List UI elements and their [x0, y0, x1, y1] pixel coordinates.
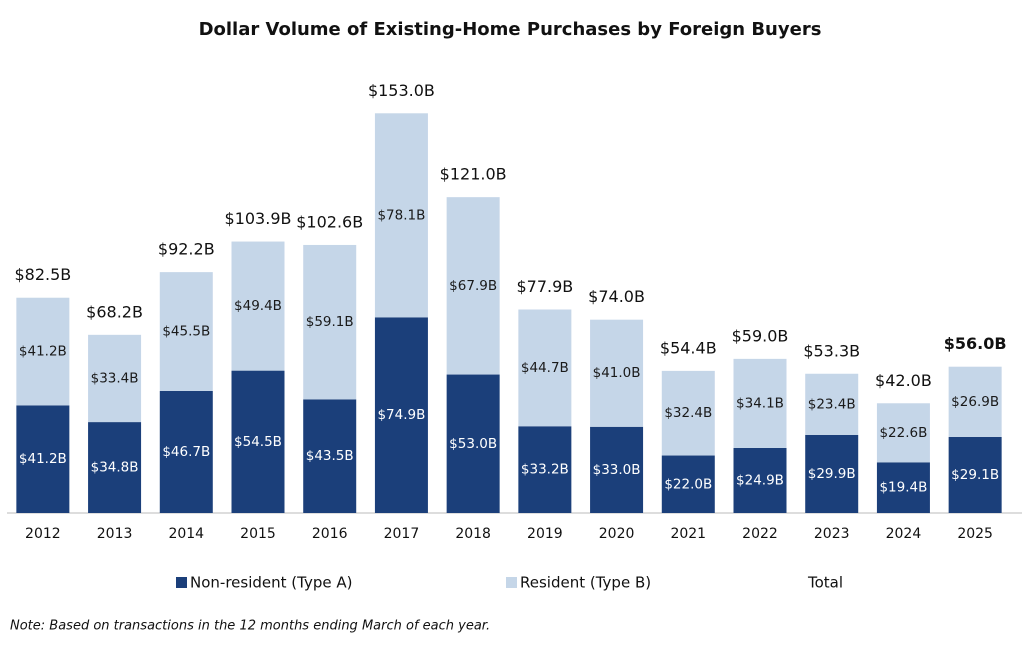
bar-segment — [661, 370, 715, 456]
legend-swatch — [506, 577, 517, 588]
segment-label: $26.9B — [951, 394, 999, 410]
segment-label: $29.1B — [951, 467, 999, 483]
bar-segment — [590, 426, 644, 513]
x-tick-label: 2015 — [240, 526, 276, 542]
bar-segment — [518, 426, 572, 513]
segment-label: $41.2B — [19, 344, 67, 360]
bar-segment — [303, 399, 357, 513]
bar-segment — [805, 434, 859, 513]
x-tick-label: 2012 — [25, 526, 61, 542]
segment-label: $32.4B — [664, 405, 712, 421]
segment-label: $59.1B — [306, 314, 354, 330]
segment-label: $41.0B — [593, 365, 641, 381]
segment-label: $78.1B — [377, 207, 425, 223]
segment-label: $23.4B — [808, 396, 856, 412]
total-label: $82.5B — [14, 265, 71, 284]
x-tick-label: 2013 — [97, 526, 133, 542]
total-label: $56.0B — [944, 334, 1007, 353]
x-tick-label: 2020 — [599, 526, 635, 542]
segment-label: $34.8B — [91, 460, 139, 476]
x-tick-label: 2014 — [168, 526, 204, 542]
bar-segment — [231, 370, 285, 513]
total-label: $121.0B — [440, 164, 507, 183]
bar-segment — [16, 297, 70, 406]
bar-segment — [733, 447, 787, 513]
bar-segment — [805, 373, 859, 435]
x-tick-label: 2021 — [670, 526, 706, 542]
total-label: $59.0B — [732, 326, 789, 345]
legend-label: Non-resident (Type A) — [190, 574, 352, 592]
bar-segment — [518, 309, 572, 427]
segment-label: $22.0B — [664, 476, 712, 492]
bar-segment — [733, 358, 787, 448]
x-tick-label: 2019 — [527, 526, 563, 542]
segment-label: $43.5B — [306, 448, 354, 464]
bar-segment — [876, 403, 930, 463]
bar-segment — [231, 241, 285, 371]
x-tick-label: 2018 — [455, 526, 491, 542]
x-tick-label: 2016 — [312, 526, 348, 542]
total-label: $103.9B — [225, 209, 292, 228]
segment-label: $34.1B — [736, 395, 784, 411]
bar-segment — [948, 436, 1002, 513]
segment-label: $49.4B — [234, 298, 282, 314]
bar-segment — [446, 374, 500, 513]
chart-title: Dollar Volume of Existing-Home Purchases… — [199, 19, 822, 40]
total-label: $53.3B — [803, 341, 860, 360]
segment-label: $67.9B — [449, 278, 497, 294]
x-tick-label: 2017 — [384, 526, 420, 542]
segment-label: $33.4B — [91, 370, 139, 386]
bar-segment — [88, 422, 142, 513]
segment-label: $19.4B — [879, 480, 927, 496]
segment-label: $33.2B — [521, 462, 569, 478]
segment-label: $53.0B — [449, 436, 497, 452]
bar-segment — [948, 366, 1002, 437]
total-label: $153.0B — [368, 81, 435, 100]
bar-segment — [374, 317, 428, 513]
segment-label: $24.9B — [736, 472, 784, 488]
total-label: $102.6B — [296, 212, 363, 231]
total-label: $42.0B — [875, 371, 932, 390]
segment-label: $54.5B — [234, 434, 282, 450]
x-tick-label: 2022 — [742, 526, 778, 542]
bar-segment — [16, 405, 70, 513]
bar-segment — [88, 334, 142, 423]
bar-segment — [159, 390, 213, 513]
total-label: $54.4B — [660, 338, 717, 357]
bar-segment — [374, 113, 428, 318]
segment-label: $41.2B — [19, 451, 67, 467]
total-label: $68.2B — [86, 302, 143, 321]
segment-label: $22.6B — [879, 425, 927, 441]
bar-segment — [590, 319, 644, 427]
note: Note: Based on transactions in the 12 mo… — [10, 619, 490, 634]
x-tick-label: 2023 — [814, 526, 850, 542]
x-tick-label: 2024 — [886, 526, 922, 542]
legend-swatch — [176, 577, 187, 588]
total-label: $92.2B — [158, 240, 215, 259]
bar-segment — [876, 462, 930, 513]
segment-label: $46.7B — [162, 444, 210, 460]
segment-label: $45.5B — [162, 324, 210, 340]
segment-label: $29.9B — [808, 466, 856, 482]
segment-label: $74.9B — [377, 407, 425, 423]
bar-segment — [446, 197, 500, 375]
x-tick-label: 2025 — [957, 526, 993, 542]
segment-label: $44.7B — [521, 360, 569, 376]
bar-segment — [303, 244, 357, 400]
segment-label: $33.0B — [593, 462, 641, 478]
legend-label: Resident (Type B) — [520, 574, 651, 592]
bar-segment — [159, 272, 213, 391]
legend-label: Total — [807, 574, 843, 592]
total-label: $74.0B — [588, 287, 645, 306]
total-label: $77.9B — [516, 277, 573, 296]
bar-segment — [661, 455, 715, 513]
